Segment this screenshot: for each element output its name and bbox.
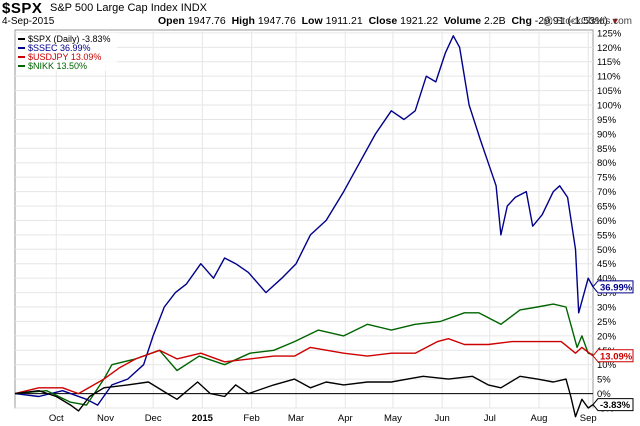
quote-summary: Open 1947.76 High 1947.76 Low 1911.21 Cl… <box>158 15 620 27</box>
x-axis-ticks: Oct Nov Dec 2015 Feb Mar Apr May Jun Jul Aug Sep <box>49 413 597 424</box>
y-tick-label: 110% <box>597 72 621 83</box>
legend: $SPX (Daily) -3.83%$SSEC 36.99%$USDJPY 1… <box>17 33 117 71</box>
grid-lines <box>15 30 593 409</box>
down-arrow-icon: ▼ <box>610 16 620 26</box>
y-tick-label: 90% <box>597 129 617 140</box>
x-tick-label: Nov <box>97 413 114 424</box>
high-value: 1947.76 <box>257 15 296 27</box>
chart-header: $SPX S&P 500 Large Cap Index INDX 4-Sep-… <box>0 0 640 28</box>
badge-box <box>592 398 634 412</box>
y-tick-label: 20% <box>597 331 617 342</box>
y-tick-label: 80% <box>597 158 617 169</box>
x-tick-label: Aug <box>531 413 548 424</box>
end-value-badges: 36.99% 13.09% -3.83% <box>592 280 634 412</box>
y-tick-label: 30% <box>597 303 617 314</box>
y-tick-label: 35% <box>597 288 617 299</box>
end-value-badge: -3.83% <box>592 398 634 412</box>
open-label: Open <box>158 15 185 27</box>
x-tick-label: May <box>384 413 402 424</box>
legend-label: $SSEC 36.99% <box>28 43 91 53</box>
y-tick-label: 105% <box>597 86 622 97</box>
badge-label: -3.83% <box>600 400 631 411</box>
series-line <box>14 375 594 418</box>
stockcharts-logo: @ StockCharts.com <box>542 16 632 27</box>
x-tick-label: Sep <box>580 413 597 424</box>
y-tick-label: 65% <box>597 202 617 213</box>
x-tick-label: Feb <box>243 413 259 424</box>
legend-label: $SPX (Daily) -3.83% <box>28 34 111 44</box>
badge-label: 13.09% <box>600 351 633 362</box>
y-tick-label: 70% <box>597 187 617 198</box>
index-name: S&P 500 Large Cap Index <box>50 2 178 14</box>
y-tick-label: 5% <box>597 375 611 386</box>
low-label: Low <box>301 15 323 27</box>
y-tick-label: 45% <box>597 259 617 270</box>
legend-label: $NIKK 13.50% <box>28 61 87 71</box>
change-value: -29.91 (-1.53%) <box>534 15 608 27</box>
series-line <box>14 338 594 395</box>
x-tick-label: Apr <box>338 413 353 424</box>
chart-date: 4-Sep-2015 <box>2 16 55 27</box>
high-label: High <box>231 15 255 27</box>
end-value-badge: 13.09% <box>592 349 634 363</box>
badge-box <box>592 349 634 363</box>
y-tick-label: 125% <box>597 28 622 39</box>
x-tick-label: 2015 <box>192 413 214 424</box>
y-tick-label: 10% <box>597 360 617 371</box>
y-tick-label: 55% <box>597 230 617 241</box>
volume-value: 2.2B <box>484 15 506 27</box>
x-tick-label: Dec <box>145 413 162 424</box>
symbol-description: S&P 500 Large Cap Index INDX <box>50 2 207 14</box>
y-tick-label: 100% <box>597 101 622 112</box>
exchange-code: INDX <box>180 2 207 14</box>
x-tick-label: Jun <box>434 413 449 424</box>
y-tick-label: 115% <box>597 57 621 68</box>
legend-label: $USDJPY 13.09% <box>28 52 101 62</box>
volume-label: Volume <box>443 15 482 27</box>
change-label: Chg <box>511 15 532 27</box>
close-label: Close <box>368 15 398 27</box>
low-value: 1911.21 <box>325 15 363 27</box>
badge-box <box>592 280 634 294</box>
series-line <box>14 303 594 406</box>
y-tick-label: 50% <box>597 245 617 256</box>
symbol-title: $SPX <box>2 0 43 17</box>
series-lines <box>14 35 594 418</box>
plot-frame <box>14 29 594 409</box>
close-value: 1921.22 <box>400 15 439 27</box>
y-tick-label: 60% <box>597 216 617 227</box>
y-tick-label: 95% <box>597 115 617 126</box>
y-tick-label: 85% <box>597 144 617 155</box>
x-tick-label: Oct <box>49 413 64 424</box>
series-line <box>14 35 594 406</box>
y-tick-label: 75% <box>597 173 617 184</box>
x-tick-label: Mar <box>288 413 304 424</box>
y-tick-label: 25% <box>597 317 617 328</box>
badge-label: 36.99% <box>600 282 633 293</box>
open-value: 1947.76 <box>187 15 226 27</box>
y-tick-label: 120% <box>597 43 622 54</box>
legend-background <box>17 33 117 71</box>
y-tick-label: 0% <box>597 389 611 400</box>
x-tick-label: Jul <box>484 413 496 424</box>
end-value-badge: 36.99% <box>592 280 634 294</box>
y-tick-label: 40% <box>597 274 617 285</box>
